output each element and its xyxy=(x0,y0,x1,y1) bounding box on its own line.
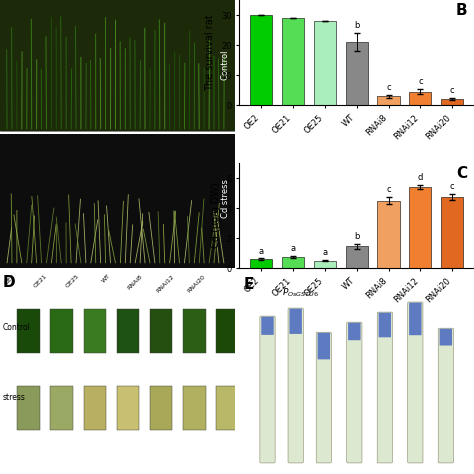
Text: Control: Control xyxy=(221,49,230,80)
Bar xyxy=(250,15,272,105)
Y-axis label: The survival rat: The survival rat xyxy=(206,14,216,91)
FancyBboxPatch shape xyxy=(348,323,361,340)
Text: B: B xyxy=(456,3,467,18)
Bar xyxy=(282,257,304,268)
FancyBboxPatch shape xyxy=(288,308,303,463)
FancyBboxPatch shape xyxy=(318,333,330,359)
FancyBboxPatch shape xyxy=(408,302,423,463)
Bar xyxy=(409,91,431,105)
Bar xyxy=(216,385,239,430)
FancyBboxPatch shape xyxy=(290,309,302,334)
Text: C: C xyxy=(456,166,467,181)
Bar xyxy=(250,259,272,268)
Bar xyxy=(50,385,73,430)
Bar xyxy=(83,385,106,430)
Text: d: d xyxy=(418,173,423,182)
FancyBboxPatch shape xyxy=(260,316,275,463)
Bar xyxy=(282,18,304,105)
Bar xyxy=(150,385,173,430)
Text: c: c xyxy=(450,86,455,95)
Bar xyxy=(17,385,40,430)
Text: OE25: OE25 xyxy=(64,273,80,289)
FancyBboxPatch shape xyxy=(261,317,273,335)
Bar xyxy=(409,187,431,268)
Bar xyxy=(377,96,400,105)
Bar xyxy=(441,197,463,268)
Bar xyxy=(0,0,235,131)
FancyBboxPatch shape xyxy=(439,329,452,346)
FancyBboxPatch shape xyxy=(409,302,421,335)
Bar xyxy=(314,261,336,268)
Bar xyxy=(117,309,139,353)
Text: stress: stress xyxy=(2,393,25,402)
FancyBboxPatch shape xyxy=(377,312,392,463)
Text: OE21: OE21 xyxy=(33,273,48,289)
Text: RNAi8: RNAi8 xyxy=(126,273,143,291)
Text: c: c xyxy=(450,182,455,191)
Text: b: b xyxy=(354,232,359,241)
Bar xyxy=(183,385,206,430)
Text: E: E xyxy=(244,277,255,292)
Text: Cd stress: Cd stress xyxy=(221,179,230,218)
Text: a: a xyxy=(259,246,264,255)
Bar xyxy=(117,385,139,430)
Bar xyxy=(346,246,368,268)
Text: Control: Control xyxy=(2,323,30,332)
FancyBboxPatch shape xyxy=(346,322,362,463)
Text: WT: WT xyxy=(101,273,111,284)
Text: RNAi20: RNAi20 xyxy=(187,273,207,293)
Bar xyxy=(17,309,40,353)
Bar xyxy=(314,21,336,105)
Text: c: c xyxy=(386,185,391,194)
Bar xyxy=(346,42,368,105)
Text: b: b xyxy=(354,21,359,30)
Text: D: D xyxy=(2,275,15,290)
Bar xyxy=(216,309,239,353)
Y-axis label: Cd (μg/g DW): Cd (μg/g DW) xyxy=(211,182,221,248)
Text: a: a xyxy=(322,248,328,257)
Bar xyxy=(0,134,235,268)
Text: c: c xyxy=(386,82,391,91)
Text: P$_{OsGSTU6}$: P$_{OsGSTU6}$ xyxy=(282,287,319,300)
FancyBboxPatch shape xyxy=(316,332,331,463)
FancyBboxPatch shape xyxy=(438,328,454,463)
Bar xyxy=(377,201,400,268)
Text: RNAi12: RNAi12 xyxy=(155,273,175,293)
Bar xyxy=(83,309,106,353)
FancyBboxPatch shape xyxy=(379,313,391,337)
Bar xyxy=(150,309,173,353)
Text: a: a xyxy=(291,244,296,253)
Text: OE2: OE2 xyxy=(4,273,17,286)
Text: c: c xyxy=(418,77,423,86)
Bar xyxy=(441,99,463,105)
Bar xyxy=(50,309,73,353)
Bar xyxy=(183,309,206,353)
